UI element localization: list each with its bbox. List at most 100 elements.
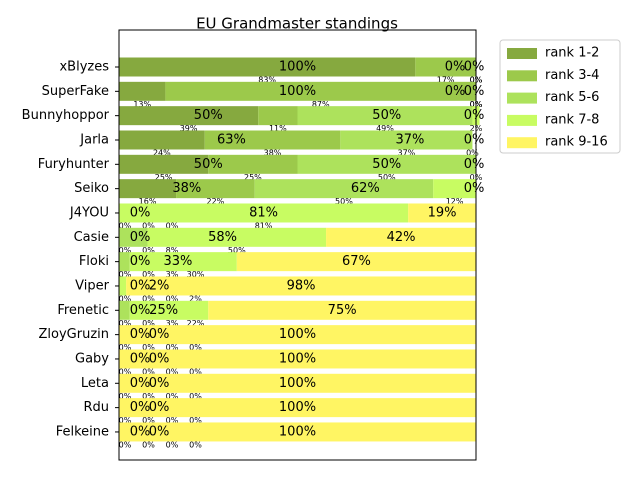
segment-label: 0%: [142, 440, 155, 449]
legend-label: rank 7-8: [545, 112, 599, 127]
segment-label: 0%: [142, 221, 155, 230]
segment-label: 0%: [189, 416, 202, 425]
segment-label: 0%: [119, 246, 132, 255]
bar-segment: [119, 203, 409, 223]
group-label: 19%: [428, 205, 457, 220]
segment-label: 0%: [142, 319, 155, 328]
group-label: 2%: [149, 278, 170, 293]
segment-label: 8%: [166, 246, 179, 255]
segment-label: 3%: [166, 270, 179, 279]
bar-segment: [119, 373, 476, 393]
group-label: 0%: [130, 351, 151, 366]
segment-label: 17%: [437, 76, 455, 85]
group-label: 0%: [464, 108, 485, 123]
bar-segment: [176, 179, 255, 199]
y-tick-label: Bunnyhoppor: [22, 108, 110, 123]
bar-segment: [119, 154, 209, 174]
bar-segment: [119, 325, 476, 345]
segment-label: 0%: [142, 270, 155, 279]
legend-swatch: [507, 137, 537, 149]
segment-label: 11%: [269, 124, 287, 133]
segment-label: 0%: [166, 294, 179, 303]
segment-label: 12%: [446, 197, 464, 206]
group-label: 98%: [287, 278, 316, 293]
group-label: 100%: [279, 327, 316, 342]
y-tick-label: Furyhunter: [38, 157, 110, 172]
bar-segment: [119, 422, 476, 442]
y-tick-label: J4YOU: [69, 205, 109, 220]
segment-label: 0%: [119, 440, 132, 449]
group-label: 0%: [130, 303, 151, 318]
segment-label: 0%: [119, 343, 132, 352]
y-tick-label: SuperFake: [42, 84, 109, 99]
y-tick-label: Felkeine: [56, 424, 109, 439]
group-label: 0%: [149, 400, 170, 415]
group-label: 33%: [163, 254, 192, 269]
group-label: 0%: [130, 205, 151, 220]
segment-label: 13%: [133, 100, 151, 109]
group-label: 100%: [279, 400, 316, 415]
y-tick-label: Rdu: [83, 400, 109, 415]
segment-label: 0%: [142, 343, 155, 352]
segment-label: 25%: [244, 173, 262, 182]
segment-label: 83%: [258, 76, 276, 85]
segment-label: 0%: [142, 246, 155, 255]
segment-label: 0%: [166, 440, 179, 449]
bar-segment: [129, 300, 209, 320]
segment-label: 49%: [376, 124, 394, 133]
segment-label: 81%: [255, 221, 273, 230]
y-tick-label: Jarla: [79, 132, 109, 147]
group-label: 0%: [464, 181, 485, 196]
segment-label: 22%: [187, 319, 205, 328]
bar-segment: [119, 398, 476, 418]
legend-swatch: [507, 70, 537, 82]
group-label: 0%: [149, 351, 170, 366]
y-tick-label: Frenetic: [57, 303, 109, 318]
bar-segment: [126, 276, 476, 296]
segment-label: 0%: [142, 392, 155, 401]
bar-segment: [129, 252, 237, 272]
legend-label: rank 3-4: [545, 68, 599, 83]
segment-label: 30%: [187, 270, 205, 279]
group-label: 50%: [194, 157, 223, 172]
group-label: 37%: [396, 132, 425, 147]
group-label: 75%: [328, 303, 357, 318]
bar-segment: [119, 179, 177, 199]
segment-label: 0%: [189, 367, 202, 376]
segment-label: 0%: [166, 221, 179, 230]
segment-label: 0%: [119, 270, 132, 279]
bar-segment: [236, 252, 476, 272]
bar-segment: [297, 106, 473, 126]
legend-swatch: [507, 92, 537, 104]
bar-segment: [433, 179, 476, 199]
group-label: 0%: [464, 157, 485, 172]
bar-segment: [147, 227, 327, 247]
group-label: 0%: [445, 60, 466, 75]
bar-segment: [119, 57, 416, 77]
segment-label: 0%: [189, 343, 202, 352]
group-label: 50%: [372, 157, 401, 172]
group-label: 58%: [208, 230, 237, 245]
y-tick-label: Viper: [75, 278, 109, 293]
segment-label: 50%: [378, 173, 396, 182]
bar-segment: [119, 227, 148, 247]
y-tick-label: Floki: [79, 254, 109, 269]
chart-title: EU Grandmaster standings: [196, 15, 398, 33]
y-tick-label: Leta: [81, 376, 109, 391]
segment-label: 38%: [264, 148, 282, 157]
group-label: 0%: [464, 84, 485, 99]
legend-label: rank 9-16: [545, 135, 608, 150]
bar-segment: [208, 300, 476, 320]
bar-segment: [415, 57, 476, 77]
group-label: 25%: [149, 303, 178, 318]
group-label: 63%: [217, 132, 246, 147]
legend: rank 1-2 rank 3-4 rank 5-6 rank 7-8 rank 9-1…: [507, 46, 608, 150]
segment-label: 0%: [166, 367, 179, 376]
bar-segment: [297, 154, 476, 174]
bar-segment: [119, 130, 205, 150]
group-label: 0%: [149, 424, 170, 439]
bar-segment: [326, 227, 476, 247]
group-label: 62%: [351, 181, 380, 196]
segment-label: 25%: [155, 173, 173, 182]
